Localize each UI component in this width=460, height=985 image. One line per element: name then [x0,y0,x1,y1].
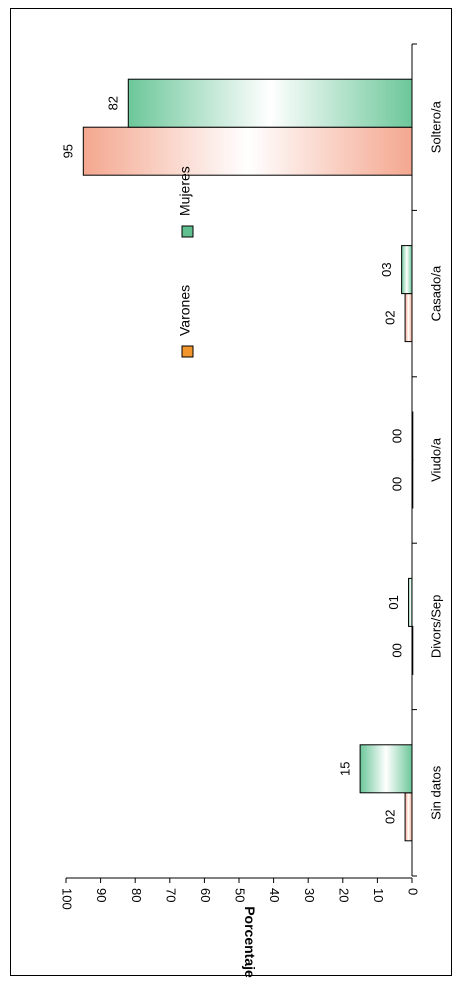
data-label-varones-2: 00 [389,477,404,491]
bar-mujeres-2 [411,411,414,461]
legend-label-varones: Varones [177,285,193,336]
value-tick-label: 50 [233,888,248,902]
value-tick-label: 0 [406,888,421,895]
category-label: Sin datos [428,765,443,820]
data-label-mujeres-0: 82 [106,96,121,110]
data-label-varones-3: 00 [389,643,404,657]
data-label-varones-0: 95 [61,144,76,158]
data-label-mujeres-3: 01 [386,595,401,609]
value-tick-label: 80 [129,888,144,902]
value-tick-label: 30 [302,888,317,902]
data-label-varones-1: 02 [383,310,398,324]
labels: 95 82 Soltero/a 02 03 Casado/a 00 00 Viudo/a 00 01… [61,96,444,824]
bar-varones-1 [404,293,413,343]
bar-mujeres-3 [408,577,413,627]
legend: Varones Mujeres [177,166,194,358]
data-label-mujeres-1: 03 [379,262,394,276]
y-axis-title: Porcentaje [242,906,258,978]
bars [82,78,414,842]
bar-varones-2 [411,459,414,509]
category-label: Casado/a [428,265,443,321]
legend-label-mujeres: Mujeres [177,166,193,216]
data-label-mujeres-4: 15 [338,762,353,776]
legend-swatch-mujeres [181,225,194,238]
bar-mujeres-0 [127,78,413,128]
bar-varones-3 [411,625,414,675]
value-tick-label: 90 [94,888,109,902]
legend-swatch-varones [181,345,194,358]
value-tick-label: 20 [336,888,351,902]
value-tick-label: 100 [60,888,75,910]
value-tick-label: 10 [371,888,386,902]
value-tick-label: 40 [267,888,282,902]
data-label-mujeres-2: 00 [389,429,404,443]
bar-mujeres-4 [359,744,413,794]
bar-mujeres-1 [401,245,413,295]
value-tick-label: 70 [163,888,178,902]
category-label: Viudo/a [428,437,443,482]
category-label: Soltero/a [428,100,443,153]
bar-varones-0 [82,126,413,176]
data-label-varones-4: 02 [383,810,398,824]
category-label: Divors/Sep [428,595,443,659]
bar-varones-4 [404,792,413,842]
value-tick-label: 60 [198,888,213,902]
